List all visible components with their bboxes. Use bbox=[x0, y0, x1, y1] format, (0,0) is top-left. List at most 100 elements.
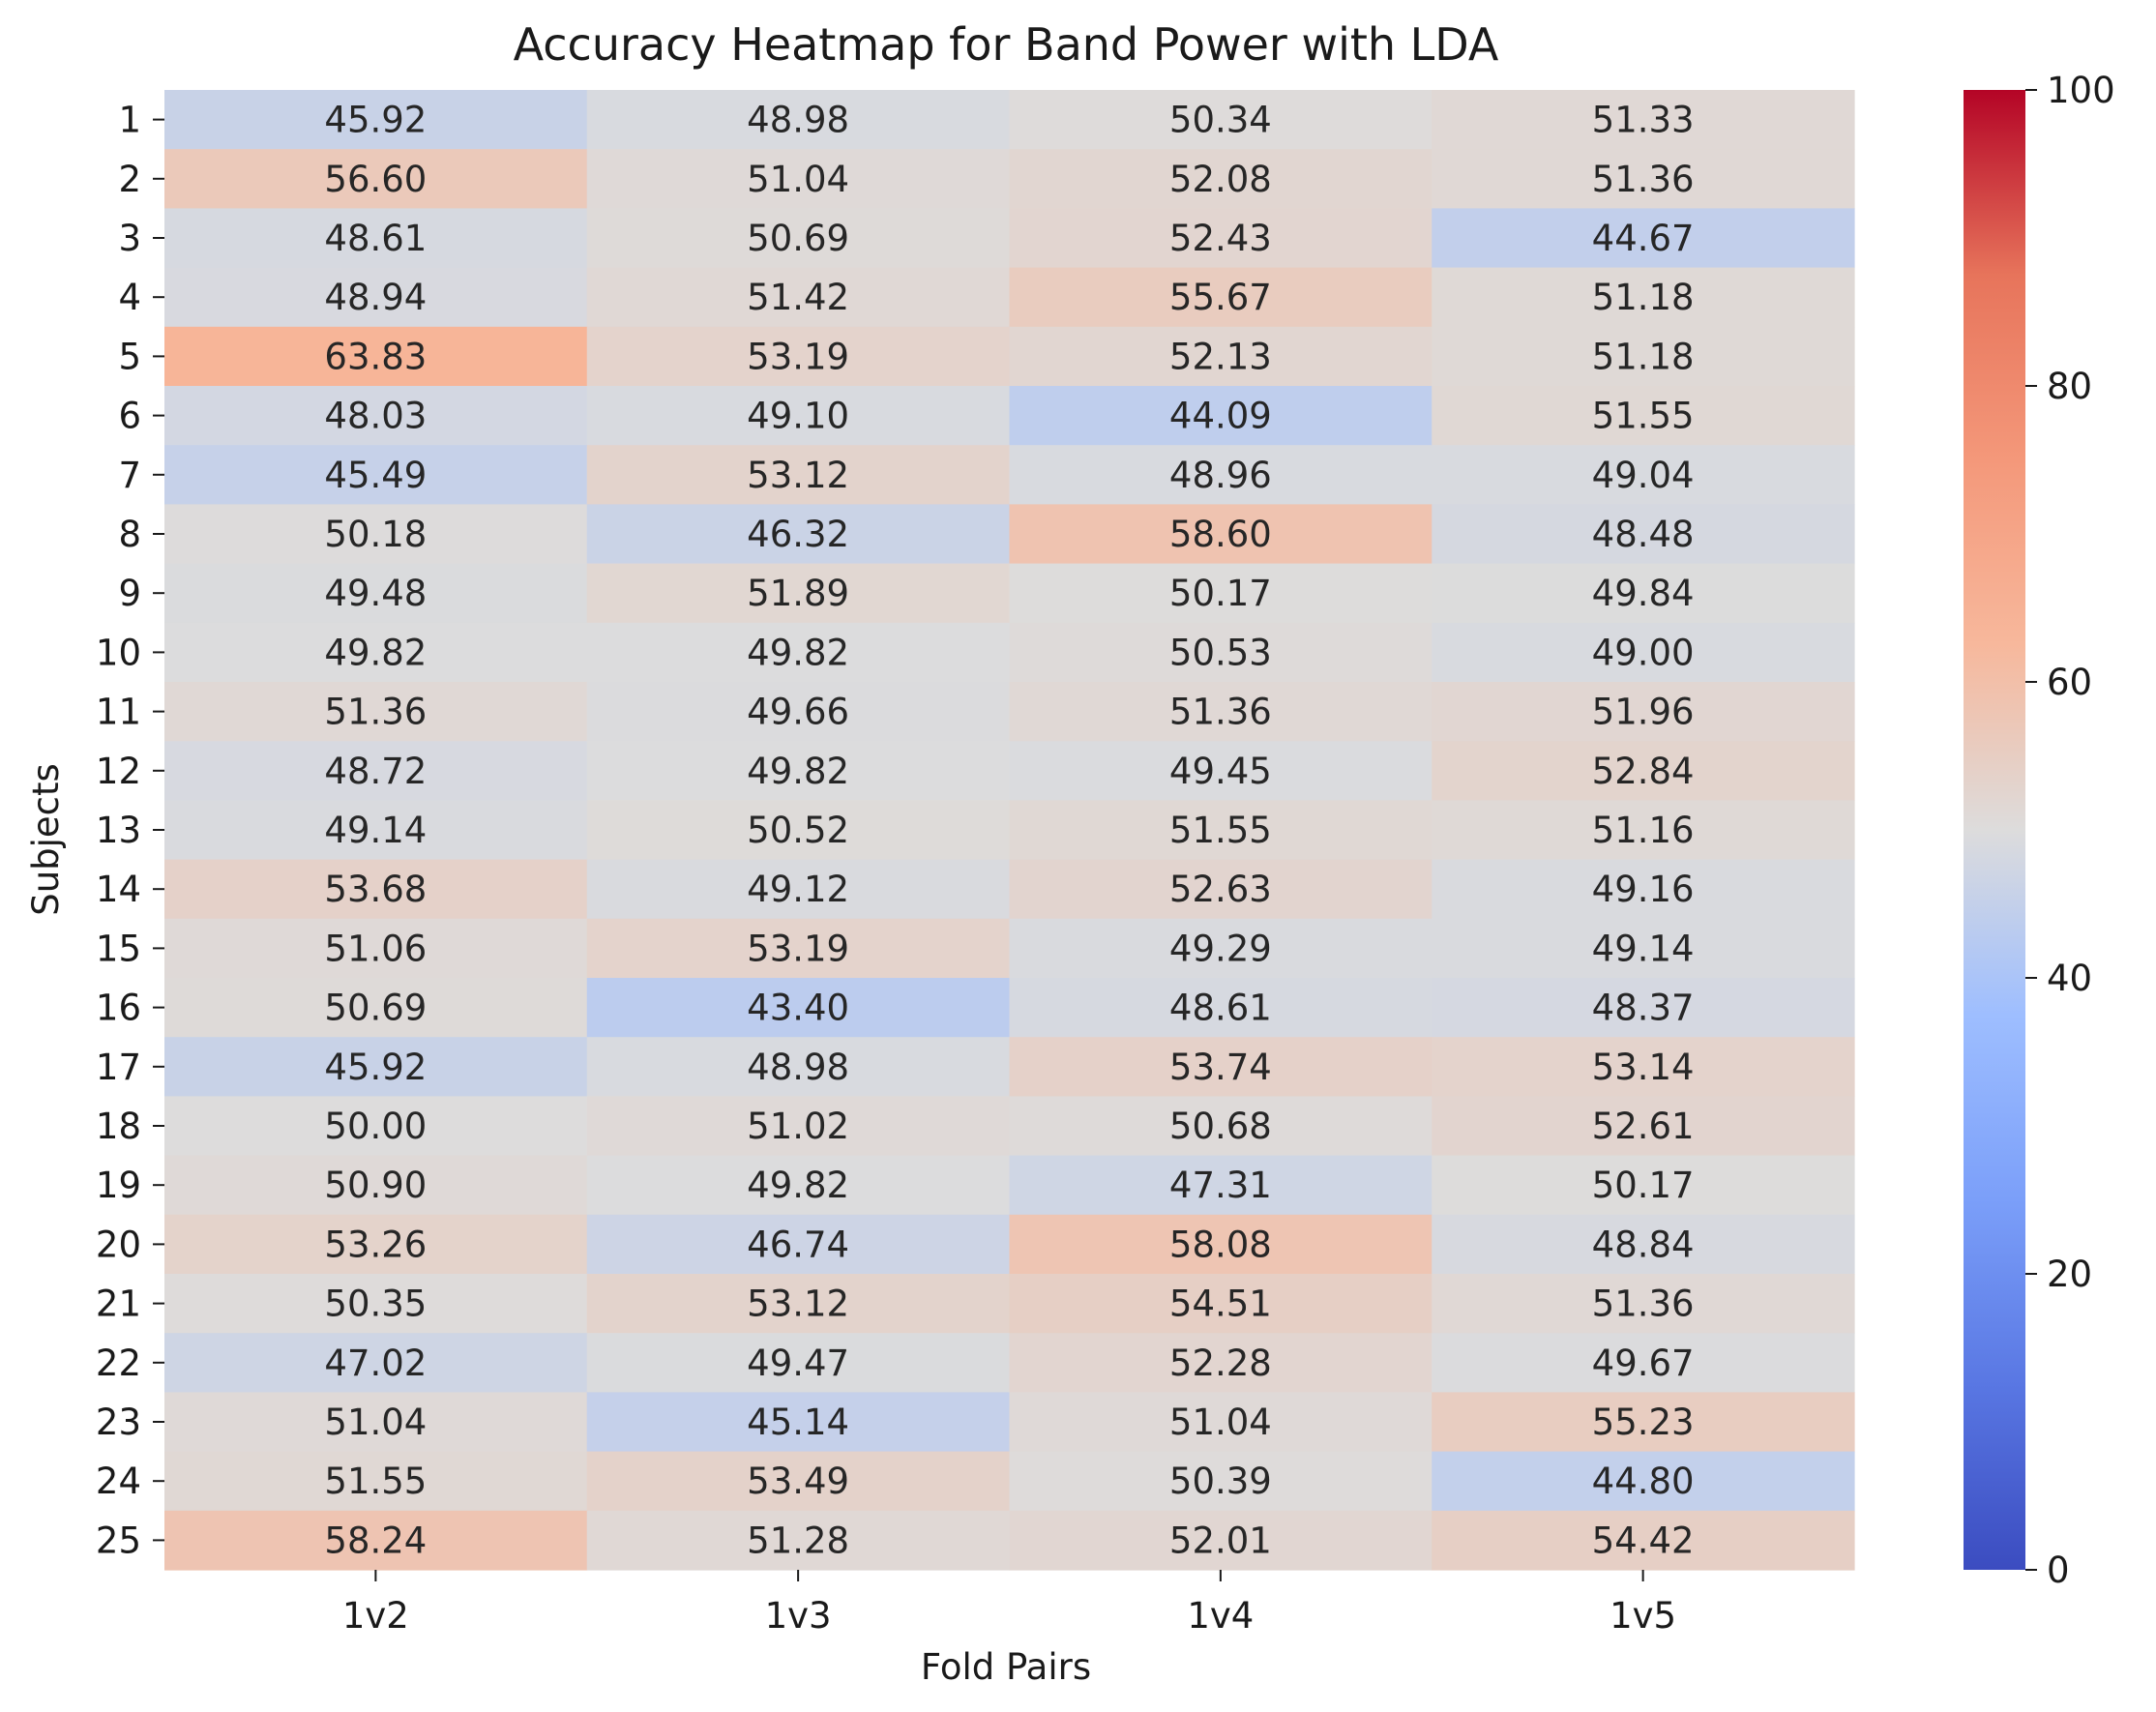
heatmap-cell bbox=[164, 149, 588, 209]
y-tick-label: 16 bbox=[96, 988, 141, 1029]
cell-value-label: 49.82 bbox=[747, 751, 849, 792]
heatmap-cell bbox=[1432, 859, 1855, 920]
heatmap-cell bbox=[164, 1333, 588, 1393]
cell-value-label: 50.17 bbox=[1169, 573, 1272, 614]
cell-value-label: 53.12 bbox=[747, 455, 849, 496]
cell-value-label: 44.09 bbox=[1169, 396, 1272, 437]
cell-value-label: 50.35 bbox=[324, 1284, 427, 1325]
heatmap-cell bbox=[586, 90, 1011, 150]
cell-value-label: 48.96 bbox=[1169, 455, 1272, 496]
cell-value-label: 50.39 bbox=[1169, 1461, 1272, 1502]
heatmap-cell bbox=[1009, 1096, 1432, 1157]
heatmap-cell bbox=[1009, 682, 1432, 742]
heatmap-cell bbox=[586, 741, 1011, 801]
cell-value-label: 53.19 bbox=[747, 336, 849, 377]
heatmap-cell bbox=[164, 1392, 588, 1453]
cell-value-label: 52.84 bbox=[1592, 751, 1695, 792]
heatmap-cell bbox=[586, 326, 1011, 387]
heatmap-cell bbox=[1432, 208, 1855, 269]
heatmap-cell bbox=[1009, 741, 1432, 801]
cell-value-label: 53.14 bbox=[1592, 1047, 1695, 1088]
cell-value-label: 53.12 bbox=[747, 1284, 849, 1325]
cell-value-label: 47.02 bbox=[324, 1343, 427, 1384]
y-tick-label: 3 bbox=[118, 218, 141, 259]
cell-value-label: 49.29 bbox=[1169, 928, 1272, 969]
cell-value-label: 47.31 bbox=[1169, 1165, 1272, 1206]
cell-value-label: 48.98 bbox=[747, 1047, 849, 1088]
heatmap-cell bbox=[164, 445, 588, 505]
y-tick-label: 12 bbox=[96, 751, 141, 792]
cell-value-label: 56.60 bbox=[324, 159, 427, 200]
cell-value-label: 53.74 bbox=[1169, 1047, 1272, 1088]
cell-value-label: 46.74 bbox=[747, 1224, 849, 1265]
heatmap-cell bbox=[1432, 504, 1855, 565]
cell-value-label: 48.03 bbox=[324, 396, 427, 437]
heatmap-cell bbox=[164, 1451, 588, 1512]
cell-value-label: 51.16 bbox=[1592, 810, 1695, 851]
cell-value-label: 53.19 bbox=[747, 928, 849, 969]
cell-value-label: 45.49 bbox=[324, 455, 427, 496]
cell-value-label: 50.53 bbox=[1169, 632, 1272, 673]
x-tick-label: 1v4 bbox=[1187, 1595, 1254, 1637]
heatmap-cell-labels: 45.92 48.98 50.34 51.33 56.60 51.04 52.08 51.36… bbox=[324, 100, 1694, 1562]
cell-value-label: 51.04 bbox=[747, 159, 849, 200]
cell-value-label: 52.43 bbox=[1169, 218, 1272, 259]
cell-value-label: 50.69 bbox=[324, 988, 427, 1029]
cell-value-label: 49.82 bbox=[747, 1165, 849, 1206]
y-tick-label: 13 bbox=[96, 810, 141, 851]
cell-value-label: 49.67 bbox=[1592, 1343, 1695, 1384]
heatmap-cell bbox=[586, 1155, 1011, 1216]
heatmap-cell bbox=[1009, 1510, 1432, 1571]
cell-value-label: 48.48 bbox=[1592, 514, 1695, 555]
cell-value-label: 49.12 bbox=[747, 869, 849, 910]
heatmap-cell bbox=[164, 563, 588, 624]
y-tick-label: 15 bbox=[96, 928, 141, 969]
heatmap-cell bbox=[1432, 1510, 1855, 1571]
heatmap-cell bbox=[586, 1510, 1011, 1571]
y-tick-label: 17 bbox=[96, 1047, 141, 1088]
cell-value-label: 51.55 bbox=[1169, 810, 1272, 851]
y-tick-label: 4 bbox=[118, 277, 141, 318]
heatmap-cell bbox=[1009, 1214, 1432, 1275]
cell-value-label: 49.82 bbox=[747, 632, 849, 673]
colorbar-tick-label: 60 bbox=[2047, 662, 2092, 703]
cell-value-label: 54.42 bbox=[1592, 1520, 1695, 1561]
cell-value-label: 51.04 bbox=[324, 1402, 427, 1443]
cell-value-label: 50.34 bbox=[1169, 100, 1272, 141]
heatmap-cell bbox=[586, 800, 1011, 861]
heatmap-cell bbox=[164, 800, 588, 861]
cell-value-label: 48.72 bbox=[324, 751, 427, 792]
cell-value-label: 53.26 bbox=[324, 1224, 427, 1265]
heatmap-cell bbox=[1009, 1155, 1432, 1216]
heatmap-cell bbox=[1432, 978, 1855, 1038]
cell-value-label: 52.08 bbox=[1169, 159, 1272, 200]
cell-value-label: 52.13 bbox=[1169, 336, 1272, 377]
heatmap-cell bbox=[1432, 1333, 1855, 1393]
cell-value-label: 49.04 bbox=[1592, 455, 1695, 496]
heatmap-cell bbox=[164, 978, 588, 1038]
heatmap-cell bbox=[586, 622, 1011, 683]
heatmap-cell bbox=[1432, 563, 1855, 624]
cell-value-label: 51.36 bbox=[1592, 159, 1695, 200]
cell-value-label: 51.18 bbox=[1592, 277, 1695, 318]
heatmap-cell bbox=[586, 682, 1011, 742]
cell-value-label: 51.04 bbox=[1169, 1402, 1272, 1443]
heatmap-cell bbox=[164, 386, 588, 446]
cell-value-label: 49.82 bbox=[324, 632, 427, 673]
cell-value-label: 63.83 bbox=[324, 336, 427, 377]
cell-value-label: 50.90 bbox=[324, 1165, 427, 1206]
cell-value-label: 50.00 bbox=[324, 1106, 427, 1147]
colorbar-ticks: 0 20 40 60 80 100 bbox=[2025, 70, 2115, 1591]
heatmap-cell bbox=[586, 1037, 1011, 1097]
heatmap-cell bbox=[1009, 978, 1432, 1038]
heatmap-cell bbox=[1009, 1274, 1432, 1334]
cell-value-label: 55.23 bbox=[1592, 1402, 1695, 1443]
y-tick-label: 20 bbox=[96, 1224, 141, 1265]
y-tick-label: 22 bbox=[96, 1343, 141, 1384]
heatmap-cell bbox=[1432, 149, 1855, 209]
colorbar-tick-label: 0 bbox=[2047, 1550, 2070, 1591]
heatmap-cell bbox=[586, 1274, 1011, 1334]
cell-value-label: 46.32 bbox=[747, 514, 849, 555]
y-axis-label: Subjects bbox=[25, 763, 67, 916]
y-tick-label: 2 bbox=[118, 159, 141, 200]
